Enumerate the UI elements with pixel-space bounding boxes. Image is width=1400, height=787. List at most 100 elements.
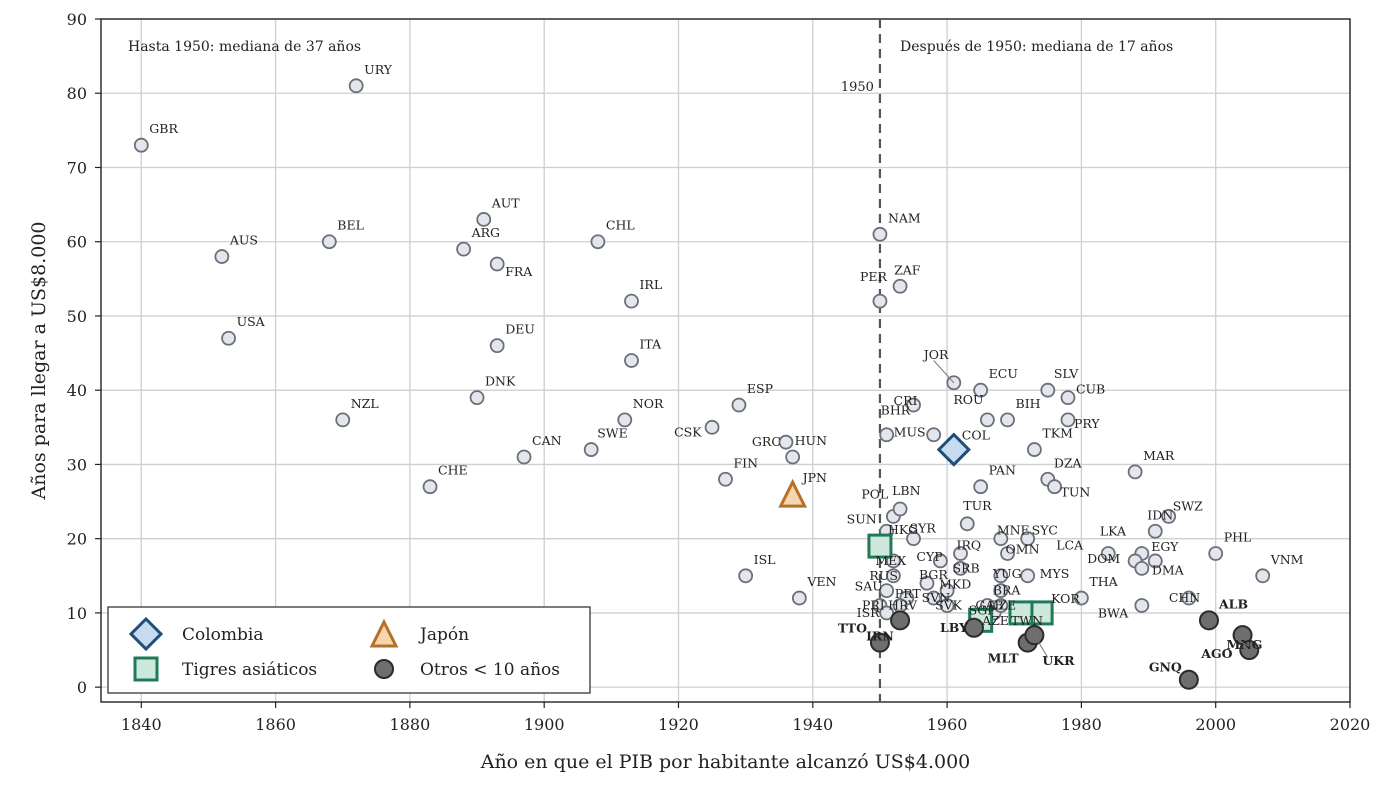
point-label: AZE bbox=[981, 613, 1009, 628]
point-label: BWA bbox=[1098, 605, 1129, 620]
point-label: TUR bbox=[963, 498, 992, 513]
point-base bbox=[335, 412, 351, 428]
point-label: GAB bbox=[975, 597, 1003, 612]
point-label: SWE bbox=[597, 426, 628, 441]
point-label: CZE bbox=[989, 597, 1016, 612]
point-label: NOR bbox=[633, 396, 664, 411]
point-label: TKM bbox=[1042, 426, 1073, 441]
point-base bbox=[1040, 382, 1056, 398]
point-base bbox=[879, 427, 895, 443]
point-tiger bbox=[867, 533, 893, 559]
point-label: LKA bbox=[1100, 524, 1127, 539]
point-colombia bbox=[936, 432, 971, 467]
point-other bbox=[890, 610, 911, 631]
point-label: LBN bbox=[892, 483, 920, 498]
point-base bbox=[1060, 412, 1076, 428]
point-base bbox=[221, 330, 236, 346]
y-tick-label: 90 bbox=[67, 10, 87, 29]
point-base bbox=[1134, 560, 1150, 576]
point-label: SRB bbox=[953, 560, 980, 575]
point-label: HRV bbox=[888, 597, 918, 612]
point-base bbox=[906, 397, 921, 413]
point-tiger bbox=[1008, 600, 1034, 626]
data-points bbox=[133, 78, 1271, 690]
point-base bbox=[133, 137, 149, 153]
point-base bbox=[1020, 568, 1036, 584]
x-tick-label: 1980 bbox=[1061, 715, 1102, 734]
legend-marker-tigers bbox=[133, 656, 159, 682]
point-base bbox=[624, 293, 639, 309]
legend-label-japan: Japón bbox=[418, 625, 469, 645]
y-tick-label: 0 bbox=[77, 678, 87, 697]
plot-area bbox=[101, 19, 1350, 702]
y-tick-label: 60 bbox=[67, 233, 87, 252]
point-base bbox=[1100, 546, 1116, 561]
y-axis-title: Años para llegar a US$8.000 bbox=[28, 221, 50, 500]
x-tick-label: 1920 bbox=[658, 715, 699, 734]
point-label: ESP bbox=[747, 381, 773, 396]
point-label: CUB bbox=[1076, 382, 1105, 397]
y-tick-label: 70 bbox=[67, 158, 87, 177]
point-label: BRA bbox=[993, 583, 1022, 598]
point-label: MUS bbox=[894, 425, 926, 440]
x-tick-label: 1840 bbox=[121, 715, 162, 734]
point-label: TUN bbox=[1061, 485, 1091, 500]
point-base bbox=[872, 226, 888, 242]
point-base bbox=[1181, 590, 1197, 606]
point-label: PER bbox=[860, 269, 888, 284]
point-base bbox=[926, 427, 942, 443]
x-tick-label: 1860 bbox=[255, 715, 296, 734]
point-base bbox=[1026, 442, 1042, 457]
point-base bbox=[489, 338, 505, 354]
x-axis-title: Año en que el PIB por habitante alcanzó … bbox=[480, 751, 971, 773]
point-label: GBR bbox=[149, 121, 178, 136]
y-tick-label: 10 bbox=[67, 604, 87, 623]
legend-label-colombia: Colombia bbox=[182, 625, 264, 645]
point-base bbox=[718, 471, 733, 487]
left-median-annotation: Hasta 1950: mediana de 37 años bbox=[128, 39, 361, 55]
point-base bbox=[624, 353, 639, 368]
point-base bbox=[617, 412, 633, 428]
point-label: ITA bbox=[639, 337, 662, 352]
point-base bbox=[1000, 546, 1015, 561]
point-base bbox=[489, 256, 505, 272]
point-base bbox=[321, 234, 337, 250]
point-label: TWN bbox=[1011, 613, 1043, 628]
point-base bbox=[1073, 590, 1089, 606]
point-label: MKD bbox=[939, 577, 971, 592]
leader-line bbox=[1235, 638, 1250, 647]
point-label: DZA bbox=[1054, 455, 1083, 470]
point-base bbox=[1047, 479, 1062, 495]
point-base bbox=[892, 278, 908, 294]
point-label: USA bbox=[237, 314, 266, 329]
point-labels: GBR URY AUS BEL USA NZL AUT ARG FRA DEU DNK CAN CHE C… bbox=[149, 62, 1303, 675]
point-japan bbox=[778, 478, 808, 508]
point-label: KOR bbox=[1051, 591, 1080, 606]
point-base bbox=[993, 568, 1009, 584]
x-tick-label: 1940 bbox=[792, 715, 833, 734]
point-label: CHN bbox=[1169, 590, 1200, 605]
leader-line bbox=[933, 360, 955, 384]
point-other bbox=[1239, 640, 1260, 661]
point-label: BGR bbox=[919, 567, 948, 582]
point-label: BEL bbox=[337, 218, 364, 233]
point-label: AUT bbox=[491, 195, 521, 210]
point-base bbox=[926, 590, 942, 606]
point-label: EGY bbox=[1151, 539, 1179, 554]
point-label: PRT bbox=[895, 586, 922, 601]
point-label: DNK bbox=[485, 374, 516, 389]
x-tick-label: 1900 bbox=[524, 715, 565, 734]
point-label: MEX bbox=[875, 553, 906, 568]
point-label: ALB bbox=[1218, 596, 1248, 611]
point-base bbox=[469, 390, 485, 406]
point-label: SLV bbox=[1054, 366, 1079, 381]
point-base bbox=[1060, 390, 1076, 406]
point-label: CAN bbox=[532, 433, 562, 448]
point-label: ZAF bbox=[894, 262, 921, 277]
point-label: TTO bbox=[838, 621, 867, 636]
point-label: DEU bbox=[505, 322, 535, 337]
point-base bbox=[1161, 509, 1177, 524]
point-base bbox=[476, 212, 492, 227]
point-other bbox=[869, 632, 890, 653]
